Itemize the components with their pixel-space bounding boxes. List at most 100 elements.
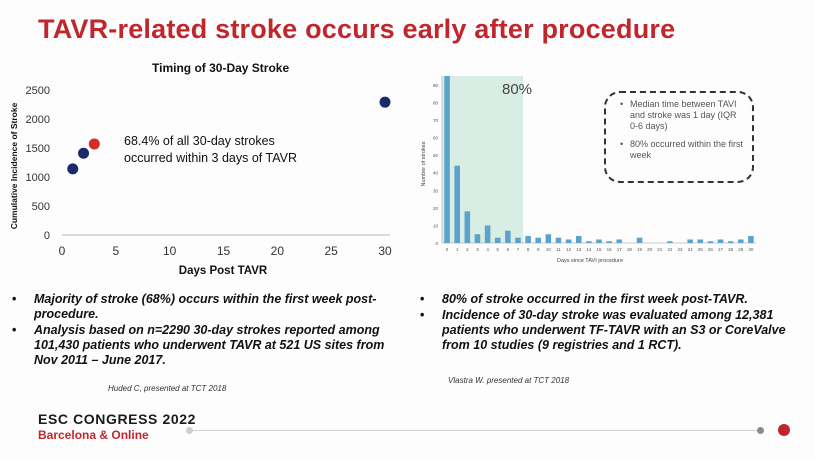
right-x-tick-label: 6	[507, 247, 510, 252]
left-data-point	[78, 147, 90, 159]
right-bar	[505, 230, 511, 243]
right-x-tick-label: 21	[657, 247, 663, 252]
right-x-tick-label: 20	[647, 247, 653, 252]
left-chart-ylabel: Cumulative Incidence of Stroke	[9, 102, 19, 229]
left-x-tick-label: 15	[217, 244, 231, 258]
right-x-tick-label: 16	[607, 247, 613, 252]
right-bar	[545, 234, 552, 243]
left-x-tick-label: 5	[112, 244, 119, 258]
right-x-tick-label: 27	[718, 247, 724, 252]
right-bar	[525, 235, 531, 243]
right-bar	[586, 241, 592, 243]
footer-dot-grey	[757, 427, 764, 434]
right-y-tick-label: 80	[433, 100, 439, 105]
right-x-tick-label: 29	[738, 247, 744, 252]
slide-title: TAVR-related stroke occurs early after p…	[38, 14, 676, 44]
left-bullet-item: Majority of stroke (68%) occurs within t…	[12, 292, 406, 322]
right-x-tick-label: 23	[678, 247, 684, 252]
right-y-tick-label: 90	[433, 83, 439, 88]
right-y-tick-label: 0	[435, 241, 438, 246]
left-data-point	[88, 138, 100, 150]
right-bar	[748, 235, 754, 243]
left-data-point	[379, 96, 391, 108]
right-x-tick-label: 5	[496, 247, 499, 252]
right-x-tick-label: 0	[446, 247, 449, 252]
right-y-tick-label: 30	[433, 188, 439, 193]
left-y-tick-label: 500	[32, 201, 50, 213]
right-x-tick-label: 9	[537, 247, 540, 252]
callout-item: 80% occurred within the first week	[620, 139, 744, 161]
right-x-tick-label: 14	[586, 247, 592, 252]
right-y-tick-label: 20	[433, 206, 439, 211]
right-x-tick-label: 11	[556, 247, 561, 252]
right-bar	[575, 235, 582, 243]
right-bar	[444, 76, 450, 243]
footer-congress-title: ESC CONGRESS 2022	[38, 411, 197, 427]
right-x-tick-label: 30	[748, 247, 754, 252]
right-x-tick-label: 12	[566, 247, 572, 252]
right-bar	[667, 241, 673, 243]
left-x-tick-label: 30	[378, 244, 392, 258]
right-bullet-item: Incidence of 30-day stroke was evaluated…	[420, 308, 794, 353]
left-y-tick-label: 1500	[26, 143, 50, 155]
right-x-tick-label: 1	[456, 247, 459, 252]
right-bar	[697, 239, 704, 243]
left-citation: Huded C, presented at TCT 2018	[108, 384, 227, 393]
callout-item: Median time between TAVI and stroke was …	[620, 99, 744, 132]
right-x-tick-label: 13	[576, 247, 582, 252]
right-bar	[616, 239, 623, 243]
right-x-tick-label: 7	[517, 247, 520, 252]
right-y-tick-label: 40	[433, 171, 439, 176]
callout-box: Median time between TAVI and stroke was …	[604, 91, 754, 183]
left-y-tick-label: 1000	[26, 172, 50, 184]
highlight-percent-label: 80%	[502, 81, 532, 98]
right-x-tick-label: 3	[476, 247, 479, 252]
left-annotation-line1: 68.4% of all 30-day strokes	[124, 134, 275, 148]
right-chart-xlabel: Days since TAVI procedure	[557, 258, 623, 264]
right-bar	[464, 211, 471, 243]
right-bar	[474, 234, 481, 243]
right-x-tick-label: 18	[627, 247, 633, 252]
right-bar	[727, 241, 734, 243]
right-bar	[454, 165, 460, 243]
left-data-point	[67, 163, 79, 175]
left-y-tick-label: 2000	[26, 114, 50, 126]
footer-dot-red	[778, 424, 790, 436]
first-week-highlight	[442, 76, 524, 243]
right-x-tick-label: 10	[546, 247, 552, 252]
left-x-tick-label: 25	[324, 244, 338, 258]
right-bar	[535, 237, 542, 243]
right-bar	[606, 241, 612, 243]
right-bar	[596, 239, 602, 243]
right-x-tick-label: 17	[617, 247, 623, 252]
right-x-tick-label: 25	[698, 247, 704, 252]
right-x-tick-label: 22	[667, 247, 673, 252]
right-x-tick-label: 24	[688, 247, 694, 252]
right-x-tick-label: 26	[708, 247, 714, 252]
right-y-tick-label: 70	[433, 118, 439, 123]
left-bullet-item: Analysis based on n=2290 30-day strokes …	[12, 323, 406, 368]
right-bar-chart: 0 1 2 3 4 5 6 7 8 9 10 11 12 13 14 15 16 17 18 19 20 21 22 23 24…	[421, 76, 756, 264]
right-x-tick-label: 19	[637, 247, 643, 252]
left-x-tick-label: 20	[271, 244, 285, 258]
left-bullets: Majority of stroke (68%) occurs within t…	[6, 292, 406, 369]
left-x-tick-label: 10	[163, 244, 177, 258]
right-x-tick-label: 8	[527, 247, 530, 252]
footer-dot-left	[186, 427, 193, 434]
footer-divider	[190, 430, 760, 431]
right-y-tick-label: 60	[433, 136, 439, 141]
right-bar	[494, 237, 501, 243]
right-bar	[707, 241, 714, 243]
right-x-tick-label: 28	[728, 247, 734, 252]
left-annotation-line2: occurred within 3 days of TAVR	[124, 151, 297, 165]
left-chart-title: Timing of 30-Day Stroke	[152, 61, 290, 75]
right-x-tick-label: 2	[466, 247, 469, 252]
right-bar	[636, 237, 643, 243]
right-bar	[565, 239, 572, 243]
right-bar	[738, 239, 744, 243]
right-y-tick-label: 10	[433, 223, 439, 228]
right-bar	[484, 225, 491, 243]
right-chart-ylabel: Number of strokes	[421, 141, 427, 186]
right-citation: Vlastra W. presented at TCT 2018	[448, 376, 570, 385]
